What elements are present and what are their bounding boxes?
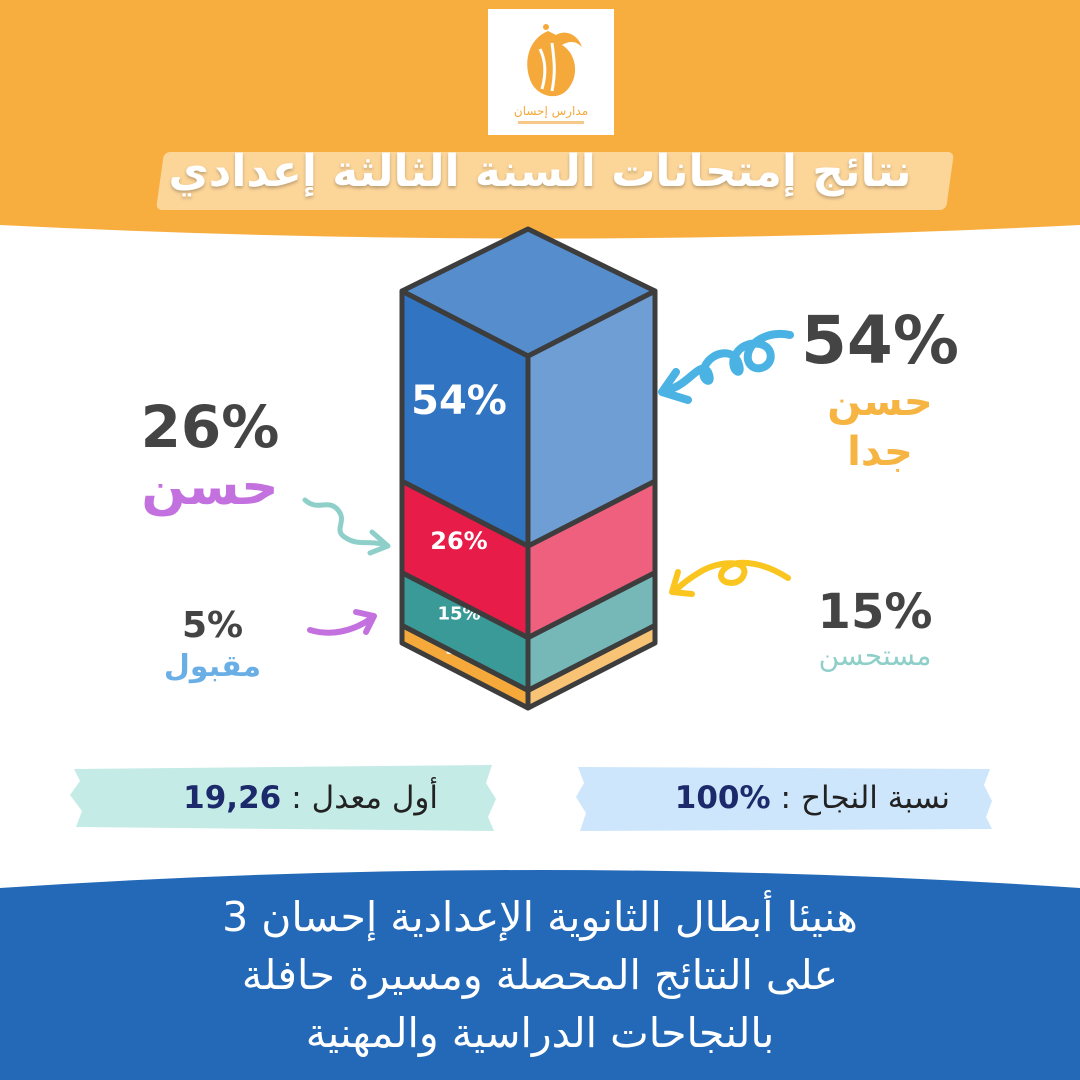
success-rate-pill: نسبة النجاح:100% — [574, 765, 994, 831]
footer-line-2: على النتائج المحصلة ومسيرة حافلة — [241, 951, 839, 999]
stat-fairly-good-value: 15% — [817, 584, 933, 640]
column-top-face — [399, 226, 658, 359]
footer-band — [0, 870, 1080, 1080]
success-rate-value: 100% — [674, 780, 771, 816]
top-average-value: 19,26 — [183, 780, 282, 816]
top-average-label: أول معدل — [311, 780, 438, 816]
footer-line-1: هنيئا أبطال الثانوية الإعدادية إحسان 3 — [222, 893, 858, 941]
stat-fairly-good: 15% مستحسن — [790, 585, 960, 673]
yellow-arrowhead-icon — [669, 569, 695, 597]
stat-pass-value: 5% — [181, 605, 244, 646]
top-average-separator: : — [291, 780, 302, 816]
column-value-label-2: 26% — [430, 527, 487, 555]
stat-good-label: حسن — [141, 457, 279, 517]
blue-arrow-icon — [664, 329, 794, 394]
teal-arrowhead-icon — [367, 529, 391, 556]
footer-line-3: بالنجاحات الدراسية والمهنية — [305, 1009, 775, 1057]
stat-fairly-good-label: مستحسن — [818, 639, 932, 672]
logo-emblem-icon: مدارس إحسان — [514, 24, 588, 124]
success-rate-text: نسبة النجاح:100% — [675, 765, 950, 831]
logo-text: مدارس إحسان — [514, 104, 588, 119]
stat-pass: 5% مقبول — [150, 605, 275, 687]
stat-very-good-value: 54% — [801, 302, 959, 379]
blue-arrowhead-icon — [658, 368, 692, 404]
stat-pass-label: مقبول — [163, 649, 262, 684]
stat-good-value: 26% — [140, 393, 280, 461]
purple-arrow-icon — [307, 615, 375, 636]
school-logo: مدارس إحسان — [488, 9, 614, 135]
success-rate-separator: : — [780, 780, 791, 816]
purple-arrowhead-icon — [353, 609, 377, 635]
column-value-label-3: 54% — [411, 378, 507, 424]
yellow-arrow-icon — [673, 559, 791, 593]
stat-very-good-label: حسن جدا — [827, 379, 933, 475]
top-average-pill: أول معدل:19,26 — [68, 765, 498, 831]
teal-arrow-icon — [302, 497, 389, 548]
page-title: نتائج إمتحانات السنة الثالثة إعدادي — [168, 146, 912, 197]
stat-good: 26% حسن — [130, 395, 290, 515]
top-average-text: أول معدل:19,26 — [183, 765, 438, 831]
success-rate-label: نسبة النجاح — [801, 780, 950, 816]
footer-message: هنيئا أبطال الثانوية الإعدادية إحسان 3 ع… — [0, 888, 1080, 1062]
stat-very-good: 54% حسن جدا — [790, 305, 970, 477]
